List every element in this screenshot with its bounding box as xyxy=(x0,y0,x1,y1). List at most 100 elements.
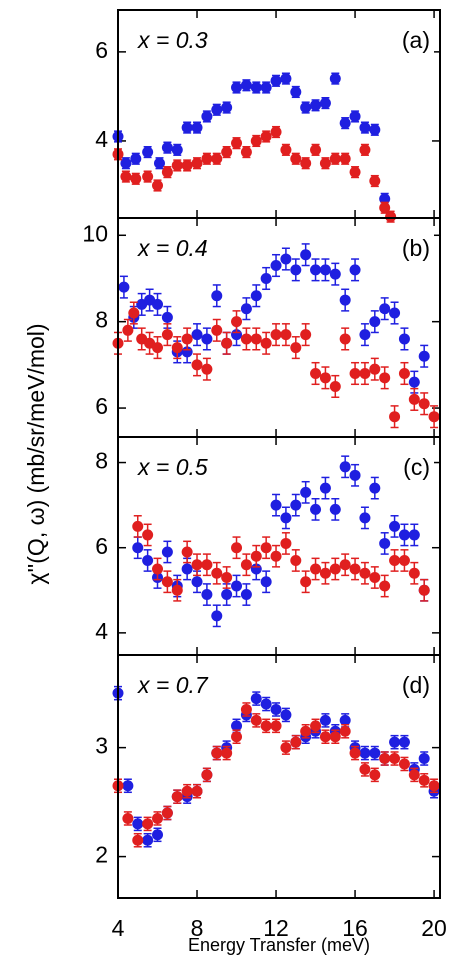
point xyxy=(389,307,401,319)
point xyxy=(379,537,391,549)
point xyxy=(329,380,341,392)
point xyxy=(300,576,312,588)
point xyxy=(369,175,381,187)
point xyxy=(300,329,312,341)
point xyxy=(408,769,420,781)
point xyxy=(300,102,312,114)
point xyxy=(211,324,223,336)
point xyxy=(369,769,381,781)
point xyxy=(418,398,430,410)
point xyxy=(310,368,322,380)
point xyxy=(329,731,341,743)
point xyxy=(418,584,430,596)
point xyxy=(349,166,361,178)
point xyxy=(369,124,381,136)
point xyxy=(319,97,331,109)
point xyxy=(201,333,213,345)
point xyxy=(389,753,401,765)
point xyxy=(171,159,183,171)
point xyxy=(379,372,391,384)
point xyxy=(290,153,302,165)
plot-frame xyxy=(117,654,441,899)
point xyxy=(161,807,173,819)
x-tick-label: 16 xyxy=(342,915,368,941)
point xyxy=(310,144,322,156)
point xyxy=(349,469,361,481)
point xyxy=(118,281,130,293)
point xyxy=(201,589,213,601)
point xyxy=(191,157,203,169)
point xyxy=(132,834,144,846)
point xyxy=(260,576,272,588)
point xyxy=(300,249,312,261)
point xyxy=(270,499,282,511)
y-tick-label: 6 xyxy=(95,37,108,63)
label-bg xyxy=(384,453,434,483)
point xyxy=(191,576,203,588)
point xyxy=(408,567,420,579)
point xyxy=(231,316,243,328)
point xyxy=(250,714,262,726)
point xyxy=(389,520,401,532)
point xyxy=(280,253,292,265)
point xyxy=(161,329,173,341)
point xyxy=(339,714,351,726)
point xyxy=(329,563,341,575)
point xyxy=(329,268,341,280)
point xyxy=(231,137,243,149)
point xyxy=(428,780,440,792)
point xyxy=(339,559,351,571)
point xyxy=(152,342,164,354)
point xyxy=(290,554,302,566)
point xyxy=(221,102,233,114)
point xyxy=(142,529,154,541)
point xyxy=(270,329,282,341)
point xyxy=(250,135,262,147)
point xyxy=(132,520,144,532)
point xyxy=(231,720,243,732)
point xyxy=(359,512,371,524)
point xyxy=(240,333,252,345)
annotation: x = 0.4 xyxy=(137,235,208,261)
point xyxy=(349,747,361,759)
point xyxy=(201,769,213,781)
point xyxy=(221,572,233,584)
point xyxy=(191,559,203,571)
point xyxy=(385,211,397,223)
point xyxy=(359,763,371,775)
point xyxy=(250,550,262,562)
point xyxy=(260,720,272,732)
point xyxy=(379,202,391,214)
annotation-bg xyxy=(132,671,242,701)
point xyxy=(152,829,164,841)
point xyxy=(310,264,322,276)
y-tick-label: 10 xyxy=(82,220,108,246)
point xyxy=(359,567,371,579)
point xyxy=(389,554,401,566)
point xyxy=(142,818,154,830)
point xyxy=(260,698,272,710)
label-bg xyxy=(384,234,434,264)
point xyxy=(369,572,381,584)
point xyxy=(379,193,391,205)
point xyxy=(132,542,144,554)
point xyxy=(369,363,381,375)
point xyxy=(240,146,252,158)
point xyxy=(408,376,420,388)
point xyxy=(211,290,223,302)
point xyxy=(339,333,351,345)
point xyxy=(310,99,322,111)
point xyxy=(389,736,401,748)
point xyxy=(191,785,203,797)
label-bg xyxy=(384,26,434,56)
point xyxy=(240,559,252,571)
point xyxy=(171,342,183,354)
point xyxy=(191,122,203,134)
point xyxy=(122,812,134,824)
point xyxy=(290,264,302,276)
point xyxy=(171,584,183,596)
point xyxy=(369,747,381,759)
x-axis-label: Energy Transfer (meV) xyxy=(188,935,370,955)
point xyxy=(280,742,292,754)
point xyxy=(319,714,331,726)
